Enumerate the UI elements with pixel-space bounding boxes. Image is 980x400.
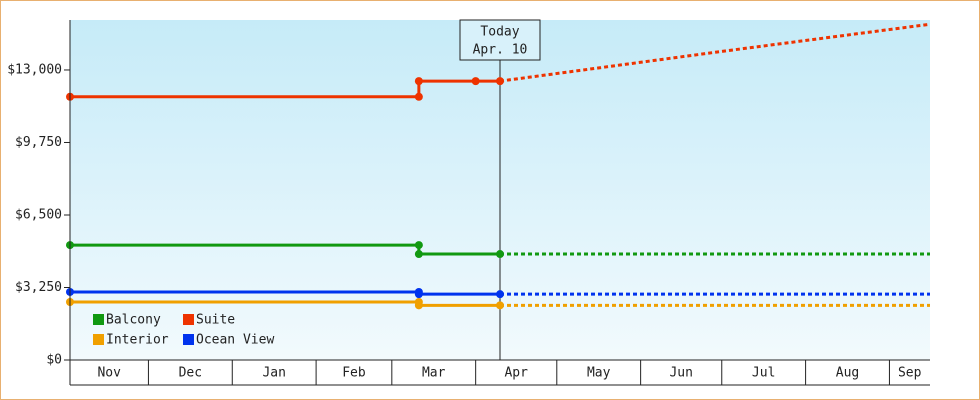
point — [414, 290, 423, 299]
legend-swatch — [93, 334, 104, 345]
legend-label: Balcony — [106, 313, 161, 328]
legend-swatch — [183, 334, 194, 345]
point — [414, 241, 423, 250]
legend-label: Suite — [196, 313, 235, 328]
forecast-line — [499, 22, 931, 83]
y-tick-label: $6,500 — [15, 207, 62, 222]
point — [471, 77, 480, 86]
today-label: Apr. 10 — [473, 43, 528, 58]
point — [496, 301, 504, 310]
legend-swatch — [183, 314, 194, 325]
point — [414, 301, 423, 310]
x-tick-label: Dec — [179, 366, 202, 381]
point — [414, 92, 423, 101]
price-line — [70, 243, 500, 256]
y-tick-label: $13,000 — [7, 62, 62, 77]
legend-label: Ocean View — [196, 333, 274, 348]
legend-swatch — [93, 314, 104, 325]
x-tick-label: Apr — [504, 366, 528, 381]
y-tick-label: $9,750 — [15, 135, 62, 150]
x-tick-label: Sep — [898, 366, 922, 381]
point — [414, 77, 423, 86]
x-tick-label: Nov — [97, 366, 121, 381]
x-tick-label: Jul — [752, 366, 775, 381]
point — [496, 250, 504, 259]
point — [496, 77, 504, 86]
today-box — [459, 19, 541, 61]
x-tick-label: Aug — [836, 366, 859, 381]
legend-label: Interior — [106, 333, 169, 348]
x-tick-label: Jan — [262, 366, 285, 381]
today-label: Today — [480, 25, 519, 40]
x-tick-label: Feb — [342, 366, 366, 381]
x-tick-label: Mar — [422, 366, 446, 381]
x-tick-label: Jun — [669, 366, 692, 381]
y-tick-label: $0 — [46, 353, 62, 368]
point — [496, 290, 504, 299]
x-tick-label: May — [587, 366, 611, 381]
point — [414, 250, 423, 259]
y-tick-label: $3,250 — [15, 280, 62, 295]
